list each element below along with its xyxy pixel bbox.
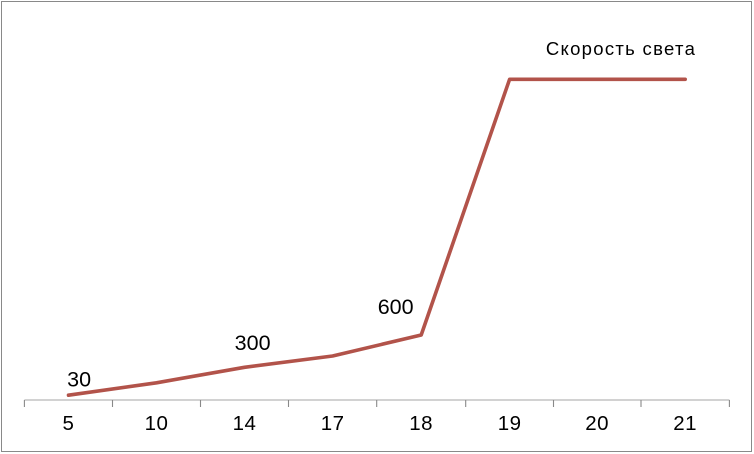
- svg-text:Скорость света: Скорость света: [546, 38, 696, 59]
- svg-text:21: 21: [673, 412, 697, 435]
- svg-text:5: 5: [63, 412, 75, 435]
- svg-text:600: 600: [378, 295, 414, 319]
- svg-text:10: 10: [145, 412, 169, 435]
- svg-text:19: 19: [498, 412, 522, 435]
- svg-text:30: 30: [67, 368, 91, 392]
- svg-text:18: 18: [409, 412, 433, 435]
- svg-text:14: 14: [233, 412, 257, 435]
- svg-text:17: 17: [321, 412, 345, 435]
- svg-text:300: 300: [235, 331, 271, 355]
- svg-text:20: 20: [585, 412, 609, 435]
